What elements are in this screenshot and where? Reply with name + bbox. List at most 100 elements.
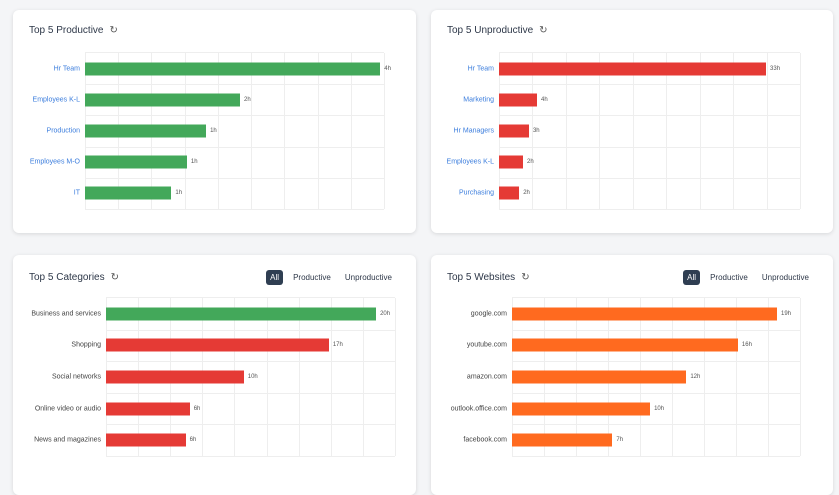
category-label[interactable]: IT (73, 189, 80, 197)
title-text: Top 5 Websites (447, 272, 516, 283)
bar[interactable] (85, 155, 187, 169)
bar[interactable] (499, 62, 767, 76)
bar-row: Purchasing 2h (459, 178, 800, 210)
value-label: 7h (616, 437, 624, 444)
bar[interactable] (106, 402, 190, 416)
value-label: 3h (532, 127, 540, 134)
category-label: Online video or audio (34, 405, 101, 413)
value-label: 4h (384, 65, 391, 72)
bar[interactable] (499, 186, 520, 200)
bar[interactable] (512, 307, 777, 321)
bar[interactable] (106, 307, 377, 321)
category-label[interactable]: Hr Team (467, 65, 494, 73)
category-label[interactable]: Purchasing (458, 189, 494, 197)
bar-row: Employees M-O 1h (30, 147, 384, 179)
refresh-icon[interactable]: ↻ (109, 25, 118, 36)
value-label: 6h (193, 405, 201, 412)
bar[interactable] (106, 338, 329, 352)
bar[interactable] (512, 402, 651, 416)
bar[interactable] (106, 370, 244, 384)
gridline (565, 53, 567, 209)
bar[interactable] (512, 433, 613, 447)
category-label[interactable]: Employees K-L (32, 96, 80, 104)
value-label: 33h (770, 65, 781, 72)
top-unproductive-card: Top 5 Unproductive ↻ Hr Team 33h Marketing 4h… (431, 10, 833, 233)
bar-row: Business and services 20h (31, 298, 395, 331)
gridline (800, 298, 801, 456)
value-label: 12h (690, 373, 701, 380)
category-label: Business and services (31, 310, 101, 318)
bar[interactable] (499, 93, 538, 107)
gridline (699, 53, 701, 209)
bar-chart: google.com 19h youtube.com 16h amazon.com 12h… (451, 297, 801, 457)
gridline (317, 53, 319, 209)
value-label: 10h (247, 373, 258, 380)
bar-row: outlook.office.com 10h (451, 393, 800, 426)
filter-tabs: All Productive Unproductive (266, 270, 396, 285)
value-label: 2h (523, 190, 530, 197)
bar[interactable] (85, 186, 172, 200)
gridline (384, 53, 385, 209)
category-label[interactable]: Hr Team (53, 65, 80, 73)
filter-productive[interactable]: Productive (710, 273, 748, 282)
gridline (362, 298, 364, 456)
card-title: Top 5 Productive ↻ (29, 25, 118, 36)
bar-row: google.com 19h (471, 298, 800, 331)
filter-all[interactable]: All (683, 270, 701, 285)
bar-row: Production 1h (47, 115, 384, 148)
bar-row: Employees K-L 2h (33, 84, 384, 117)
card-title: Top 5 Categories ↻ (29, 272, 119, 283)
value-label: 16h (741, 342, 752, 349)
category-label: outlook.office.com (450, 405, 507, 413)
category-label: youtube.com (466, 341, 507, 349)
title-text: Top 5 Productive (29, 25, 104, 36)
bar-row: Employees K-L 2h (447, 147, 800, 179)
filter-all[interactable]: All (266, 270, 284, 285)
gridline (768, 298, 769, 456)
bar-row: amazon.com 12h (467, 361, 800, 394)
refresh-icon[interactable]: ↻ (521, 272, 530, 283)
refresh-icon[interactable]: ↻ (539, 25, 548, 36)
bar[interactable] (499, 155, 524, 169)
category-label[interactable]: Production (46, 127, 80, 135)
bar[interactable] (85, 124, 207, 138)
value-label: 2h (527, 159, 534, 166)
bar-row: Shopping 17h (71, 330, 395, 363)
gridline (766, 53, 768, 209)
top-productive-card: Top 5 Productive ↻ Hr Team 4h Employees K-L 2… (13, 10, 416, 233)
value-label: 2h (244, 96, 251, 103)
bar[interactable] (85, 62, 381, 76)
category-label[interactable]: Marketing (463, 96, 494, 104)
card-title: Top 5 Unproductive ↻ (447, 25, 548, 36)
gridline (284, 53, 286, 209)
category-label[interactable]: Employees M-O (29, 158, 80, 166)
bar[interactable] (512, 370, 687, 384)
gridline (666, 53, 668, 209)
gridline (217, 53, 219, 209)
category-label[interactable]: Hr Managers (453, 127, 494, 135)
category-label: Shopping (71, 341, 101, 349)
category-label: amazon.com (466, 373, 507, 381)
bar[interactable] (106, 433, 186, 447)
category-label[interactable]: Employees K-L (446, 158, 494, 166)
bar-row: IT 1h (74, 178, 384, 210)
value-label: 1h (190, 159, 198, 166)
filter-unproductive[interactable]: Unproductive (344, 273, 392, 282)
title-text: Top 5 Categories (29, 272, 105, 283)
filter-productive[interactable]: Productive (293, 273, 331, 282)
bar[interactable] (512, 338, 738, 352)
refresh-icon[interactable]: ↻ (110, 272, 119, 283)
gridline (800, 53, 801, 209)
value-label: 1h (175, 190, 183, 197)
category-label: google.com (470, 310, 507, 318)
bar-row: Social networks 10h (52, 361, 395, 394)
bar[interactable] (499, 124, 529, 138)
gridline (632, 53, 634, 209)
bar-row: Hr Team 4h (54, 53, 391, 86)
gridline (532, 53, 534, 209)
bar[interactable] (85, 93, 241, 107)
filter-unproductive[interactable]: Unproductive (761, 273, 809, 282)
gridline (736, 298, 737, 456)
bar-chart: Hr Team 4h Employees K-L 2h Production 1h Empl… (30, 52, 391, 210)
bar-chart: Business and services 20h Shopping 17h Socia… (31, 297, 396, 457)
